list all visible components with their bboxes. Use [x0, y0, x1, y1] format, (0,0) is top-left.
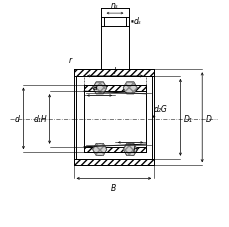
Polygon shape	[92, 143, 106, 155]
Polygon shape	[92, 82, 106, 94]
Text: D₁: D₁	[183, 115, 192, 124]
Text: d: d	[15, 115, 19, 124]
Polygon shape	[123, 143, 137, 155]
Text: l: l	[113, 67, 116, 76]
Text: d₁H: d₁H	[34, 115, 47, 124]
Text: B: B	[111, 184, 116, 193]
Polygon shape	[123, 82, 137, 94]
Text: r: r	[68, 56, 71, 65]
Text: a: a	[92, 83, 97, 91]
Text: b: b	[132, 146, 137, 155]
Polygon shape	[73, 159, 154, 165]
Polygon shape	[73, 69, 154, 76]
Text: nₛ: nₛ	[111, 1, 118, 10]
Polygon shape	[84, 147, 145, 152]
Text: d₂G: d₂G	[153, 105, 167, 114]
Text: dₛ: dₛ	[133, 17, 141, 26]
Polygon shape	[84, 85, 145, 91]
Text: D: D	[204, 115, 210, 124]
